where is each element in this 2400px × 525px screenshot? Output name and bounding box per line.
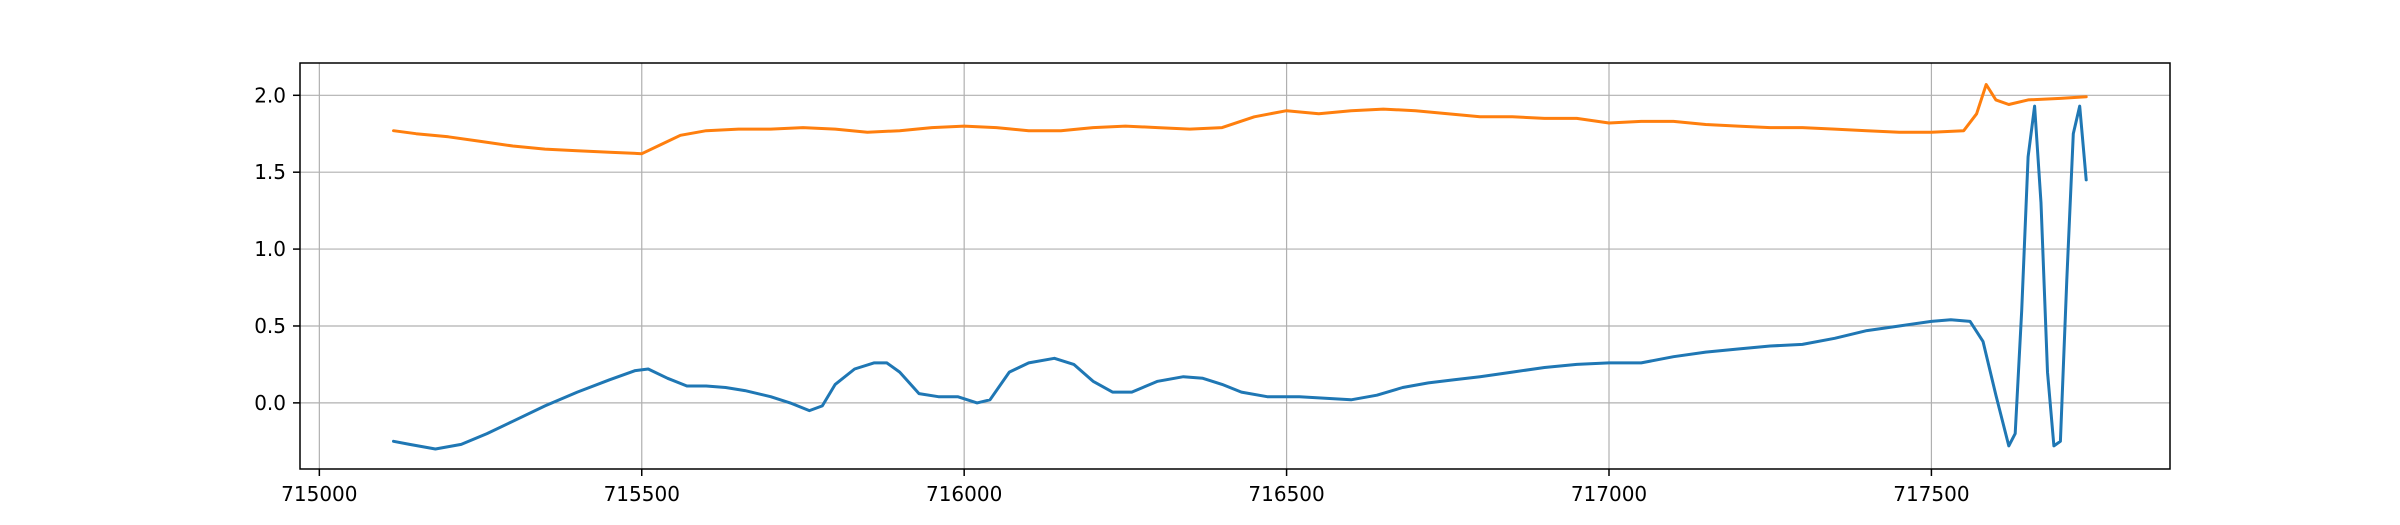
x-grid — [318, 63, 1933, 469]
x-tick-label: 715000 — [281, 482, 357, 506]
x-tick-label: 717000 — [1571, 482, 1647, 506]
y-tick-label: 0.0 — [254, 391, 286, 415]
series-line-1 — [392, 104, 2088, 451]
y-tick-label: 2.0 — [254, 83, 286, 107]
y-axis: 0.0 0.5 1.0 1.5 2.0 — [254, 83, 300, 415]
x-tick-label: 717500 — [1893, 482, 1969, 506]
y-grid — [300, 94, 2170, 404]
x-tick-label: 716000 — [926, 482, 1002, 506]
plot-area-frame — [299, 62, 2171, 470]
y-tick-label: 1.0 — [254, 237, 286, 261]
x-tick-label: 716500 — [1248, 482, 1324, 506]
series-line-2 — [392, 83, 2088, 156]
series-layer — [392, 83, 2088, 451]
y-tick-label: 1.5 — [254, 160, 286, 184]
x-axis: 715000 715500 716000 716500 717000 717500 — [281, 469, 1970, 506]
x-tick-label: 715500 — [604, 482, 680, 506]
y-tick-label: 0.5 — [254, 314, 286, 338]
